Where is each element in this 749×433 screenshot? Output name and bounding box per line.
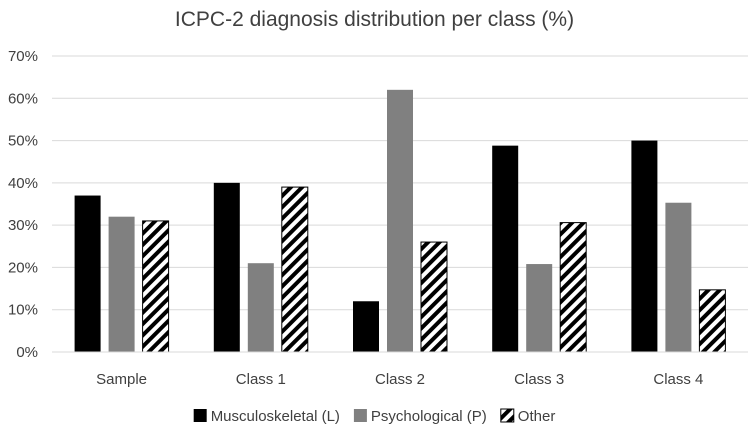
y-tick-label: 70% (8, 48, 38, 65)
legend-swatch-1 (193, 409, 207, 422)
bar-2-1 (108, 216, 135, 352)
y-tick-label: 10% (8, 302, 38, 319)
y-tick-label: 50% (8, 133, 38, 150)
legend-label-2: Psychological (P) (371, 408, 487, 425)
legend: Musculoskeletal (L) Psychological (P) Othe… (193, 408, 556, 425)
bar-3-1 (142, 220, 170, 353)
legend-label-3: Other (518, 408, 556, 425)
y-tick-label: 40% (8, 175, 38, 192)
bars (74, 89, 726, 353)
bar-3-3 (420, 241, 448, 353)
legend-label-1: Musculoskeletal (L) (211, 408, 340, 425)
bar-1-4 (492, 145, 519, 352)
x-tick-label: Class 2 (375, 371, 425, 388)
bar-1-1 (74, 195, 101, 352)
bar-1-3 (353, 301, 379, 352)
y-axis-tick-labels: 0% 10% 20% 30% 40% 50% 60% 70% (8, 48, 38, 361)
bar-3-2 (281, 186, 309, 353)
y-tick-label: 60% (8, 90, 38, 107)
bar-2-5 (665, 202, 692, 352)
y-tick-label: 20% (8, 259, 38, 276)
bar-2-3 (387, 89, 413, 352)
bar-1-2 (213, 182, 240, 352)
y-tick-label: 0% (16, 344, 38, 361)
x-axis-tick-labels: Sample Class 1 Class 2 Class 3 Class 4 (96, 371, 703, 388)
x-tick-label: Class 4 (653, 371, 703, 388)
legend-swatch-3 (500, 408, 515, 423)
x-tick-label: Class 3 (514, 371, 564, 388)
bar-1-5 (631, 140, 658, 352)
x-tick-label: Class 1 (236, 371, 286, 388)
y-tick-label: 30% (8, 217, 38, 234)
bar-3-4 (559, 222, 587, 353)
chart-title: ICPC-2 diagnosis distribution per class … (175, 8, 574, 31)
legend-swatch-2 (353, 409, 367, 422)
bar-2-4 (526, 264, 553, 352)
bar-3-5 (698, 289, 726, 353)
bar-2-2 (247, 263, 274, 352)
x-tick-label: Sample (96, 371, 147, 388)
